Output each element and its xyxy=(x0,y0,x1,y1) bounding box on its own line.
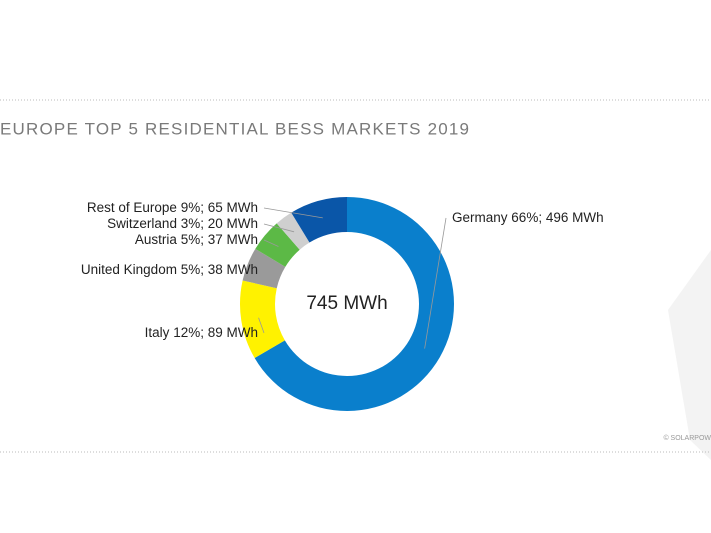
slice-label: Germany 66%; 496 MWh xyxy=(452,210,604,225)
leader-line xyxy=(263,207,323,219)
slice-value-label: 5%; 38 MWh xyxy=(181,262,258,277)
center-label: 745 MWh xyxy=(306,293,387,314)
donut-slice xyxy=(254,197,455,411)
slice-label: Switzerland 3%; 20 MWh xyxy=(107,216,258,231)
slice-name: United Kingdom xyxy=(81,262,177,277)
donut-slice xyxy=(291,197,347,243)
slice-name: Italy xyxy=(145,325,170,340)
leader-line xyxy=(263,239,279,247)
background-shape xyxy=(668,250,711,460)
slice-value-label: 12%; 89 MWh xyxy=(173,325,258,340)
slice-value-label: 66%; 496 MWh xyxy=(511,210,603,225)
slice-name: Germany xyxy=(452,210,508,225)
leader-line xyxy=(424,217,447,349)
donut-slice xyxy=(239,280,285,359)
leader-line xyxy=(258,317,265,334)
slice-label: Austria 5%; 37 MWh xyxy=(135,232,258,247)
slice-name: Switzerland xyxy=(107,216,177,231)
slice-value-label: 5%; 37 MWh xyxy=(181,232,258,247)
slice-value-label: 9%; 65 MWh xyxy=(181,200,258,215)
donut-slice xyxy=(255,223,300,267)
slice-label: Rest of Europe 9%; 65 MWh xyxy=(87,200,258,215)
source: © SOLARPOW xyxy=(663,434,711,442)
leader-line xyxy=(263,223,295,233)
slice-label: United Kingdom 5%; 38 MWh xyxy=(81,262,258,277)
slice-name: Rest of Europe xyxy=(87,200,177,215)
chart-title: EUROPE TOP 5 RESIDENTIAL BESS MARKETS 20… xyxy=(0,119,470,138)
slice-value-label: 3%; 20 MWh xyxy=(181,216,258,231)
donut-slice xyxy=(242,248,286,289)
slice-name: Austria xyxy=(135,232,178,247)
slice-label: Italy 12%; 89 MWh xyxy=(145,325,258,340)
